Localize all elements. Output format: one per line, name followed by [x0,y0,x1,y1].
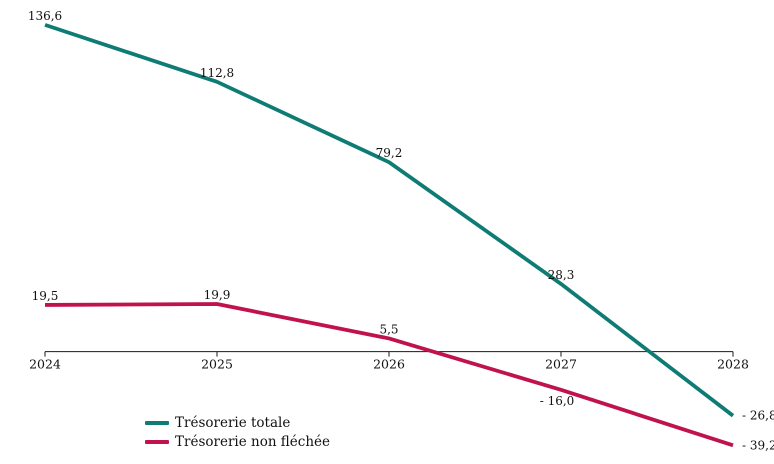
legend-label-tresorerie-non-flechee: Trésorerie non fléchée [175,433,331,450]
series-line-1 [44,302,734,448]
data-label: 112,8 [200,66,234,80]
legend: Trésorerie totale Trésorerie non fléchée [145,413,330,451]
x-axis-tick-label: 2027 [545,357,577,372]
legend-label-tresorerie-totale: Trésorerie totale [175,414,291,431]
data-label: - 26,8 [742,409,774,423]
data-label: - 39,2 [742,438,774,452]
data-label: 28,3 [548,268,575,282]
x-axis-tick-label: 2028 [717,357,749,372]
legend-item-tresorerie-non-flechee: Trésorerie non fléchée [145,432,330,451]
data-label: 19,5 [32,289,59,303]
x-axis-tick-label: 2026 [373,357,405,372]
data-label: - 16,0 [540,394,575,408]
legend-swatch-tresorerie-totale [145,420,169,425]
data-label: 5,5 [379,322,398,336]
data-label: 79,2 [376,146,403,160]
legend-item-tresorerie-totale: Trésorerie totale [145,413,330,432]
data-label: 136,6 [28,9,62,23]
x-axis-tick-label: 2024 [29,357,61,372]
series-line-0 [44,23,735,418]
data-label: 19,9 [204,288,231,302]
legend-swatch-tresorerie-non-flechee [145,439,169,444]
x-axis-tick-label: 2025 [201,357,233,372]
